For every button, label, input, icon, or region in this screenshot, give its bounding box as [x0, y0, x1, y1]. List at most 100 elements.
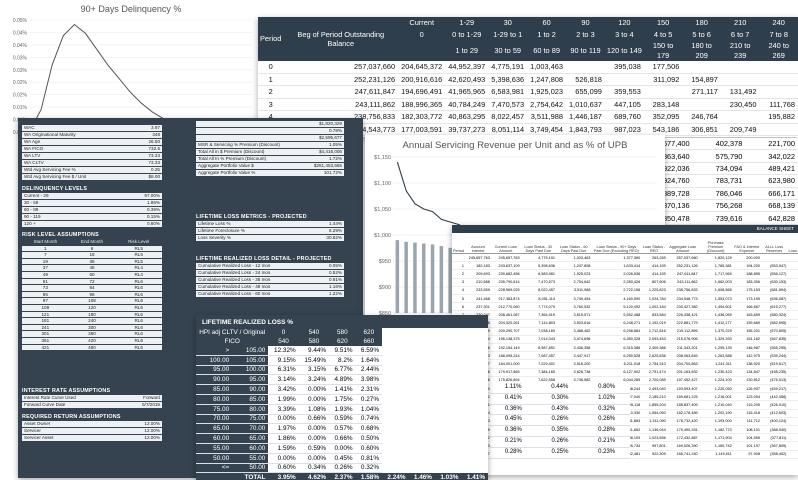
loss-extra-cell: 0.25%	[551, 448, 569, 455]
balance-cell: 222,881,779	[666, 319, 699, 328]
balance-cell: (636,087)	[760, 294, 788, 304]
balance-cell: 166,741,240	[666, 450, 699, 459]
portfolio-summary-block: WAC 3.67 WA Originational Maturity 348 WA Ag…	[22, 124, 162, 180]
balance-cell	[787, 384, 798, 394]
delinquency-level-row-label: 60 - 89	[24, 207, 39, 212]
right-spill-cell: 668,139	[745, 199, 798, 213]
summary-row: Wtd Avg Servicing Fee $ / Unit $8.00	[22, 174, 162, 180]
balance-cell: 8,051,114	[520, 294, 557, 304]
balance-cell: 247,611,847	[666, 269, 699, 279]
balance-cell: 1,329,393	[698, 335, 733, 345]
balance-cell: 807,606	[641, 278, 667, 287]
top-table-header-cell: 4 to 5	[643, 28, 683, 40]
top-table-cell	[720, 61, 760, 74]
interest-rate-row: Interest Rate Curve Used Forward	[22, 395, 162, 401]
right-spill-cell: 221,700	[745, 138, 798, 151]
balance-cell: 1,370,229	[698, 327, 733, 336]
balance-cell: 226,338,421	[666, 310, 699, 320]
realized-loss-row: Cumulative Realized Loss - 36 mos 0.91%	[196, 277, 344, 283]
loss-cell: 90.00	[232, 384, 269, 395]
balance-cell: 1,633,414	[591, 261, 642, 271]
balance-cell: 2,754,642	[556, 278, 592, 287]
balance-sheet-label: BALANCE SHEET	[452, 225, 798, 233]
balance-cell: 7,087,457	[520, 351, 557, 361]
balance-cell: 2,185,210	[641, 392, 667, 402]
balance-cell: 1,171,904	[698, 433, 733, 443]
pricing-row-label: MSR & Servicing % Premium (Discount)	[198, 142, 280, 147]
required-return-row: Asset Owner 12.00%	[22, 421, 162, 427]
delinquency-level-row: 120 + 0.60%	[22, 221, 162, 227]
balance-cell: 1,210,040	[698, 400, 733, 410]
balance-cell	[787, 400, 798, 410]
top-table-header-cell: 30	[488, 17, 528, 29]
balance-cell: 245,657,763	[464, 253, 491, 263]
loss-cell: 70.00	[232, 423, 269, 435]
balance-cell: 6,211,018	[591, 359, 642, 369]
risk-level-row: 109 120 RL6	[22, 304, 162, 311]
balance-cell: 1,436,059	[698, 310, 733, 320]
pricing-row-value: $261,453,665	[313, 163, 342, 168]
balance-cell: 6,298,884	[591, 327, 642, 336]
top-table-cell: 247,611,847	[283, 85, 399, 99]
balance-row: 1 182,183 243,637,109 5,398,636 1,247,808 1,6…	[452, 261, 798, 271]
balance-row: 4 233,559 228,969,025 8,022,457 3,511,988 2,7…	[452, 286, 798, 295]
balance-cell	[787, 368, 798, 377]
summary-row: WA LTV 73.33	[22, 153, 162, 159]
top-table-cell: 1,247,808	[527, 73, 567, 86]
loss-extra-cell: 0.26%	[598, 416, 616, 423]
pricing-row: 0.78%	[196, 128, 344, 134]
balance-cell: 7,364,919	[520, 310, 557, 320]
balance-cell: (498,235)	[760, 368, 788, 377]
pricing-row-label: Aggregate Portfolio Value $	[198, 163, 254, 168]
loss-cell: 60.00	[232, 443, 269, 454]
balance-header-cell: Period	[452, 233, 465, 254]
balance-cell: 2,722,156	[591, 286, 642, 295]
top-table-cell: 230,450	[720, 98, 760, 111]
risk-level-cell: 181	[41, 318, 50, 324]
interest-rate-row-value: 5/7/2019	[142, 402, 160, 407]
lifetime-loss-row-value: 6.29%	[328, 228, 342, 233]
revenue-y-tick: $1,100	[374, 181, 391, 187]
top-table-cell	[759, 61, 798, 74]
balance-cell: 235,790,614	[490, 278, 521, 287]
loss-cell: 0.00%	[298, 433, 330, 444]
balance-cell: 217,383,874	[490, 294, 521, 304]
summary-row-value: 3.67	[151, 125, 160, 130]
top-table-cell	[720, 73, 760, 86]
balance-cell: 101,197	[732, 441, 761, 451]
risk-level-column-header: End Month	[80, 239, 104, 244]
balance-cell: (388,540)	[760, 425, 788, 435]
loss-cell: 3.98%	[355, 374, 383, 386]
loss-cell: 1.97%	[268, 423, 299, 435]
top-table-cell: 0	[258, 61, 284, 74]
balance-cell: 194,200	[732, 261, 761, 271]
pricing-row: MSR & Servicing % Premium (Discount) 1.05…	[196, 142, 344, 148]
revenue-bar	[395, 240, 400, 313]
balance-cell: 5,398,636	[520, 261, 557, 271]
balance-cell: 238,756,833	[666, 286, 699, 295]
balance-cell: 7,114,803	[520, 319, 557, 328]
risk-level-cell: 109	[41, 304, 50, 310]
balance-cell: 6	[452, 302, 465, 312]
loss-cell: 3.42%	[268, 384, 299, 395]
loss-cell: 1.75%	[329, 394, 356, 405]
balance-cell: 1,712,816	[641, 327, 667, 336]
balance-cell: (553,547)	[760, 261, 788, 271]
risk-level-cell: 7	[44, 252, 47, 258]
loss-header-cell: 580	[298, 337, 330, 346]
top-table-cell: 44,952,397	[445, 61, 489, 74]
balance-cell: 228,969,025	[490, 286, 521, 295]
top-table-cell: 131,492	[720, 85, 760, 99]
balance-cell: 163,659	[732, 310, 761, 320]
balance-cell: 1,216,001	[698, 392, 733, 402]
interest-rate-row: Forward Curve Date 5/7/2019	[22, 402, 162, 408]
top-table-header-cell: 150	[643, 17, 683, 29]
loss-cell: 50.00	[232, 463, 269, 474]
balance-cell: 175,490,331	[666, 425, 699, 435]
balance-cell	[787, 417, 798, 426]
loss-total-cell: 2.37%	[329, 472, 356, 480]
required-return-row-label: Asset Owner	[24, 421, 51, 426]
balance-cell: 1,193,000	[698, 417, 733, 426]
balance-cell: (426,010)	[760, 400, 788, 410]
loss-row: 100.00 105.00 9.15% 15.49% 8.2% 1.64%	[196, 355, 488, 366]
